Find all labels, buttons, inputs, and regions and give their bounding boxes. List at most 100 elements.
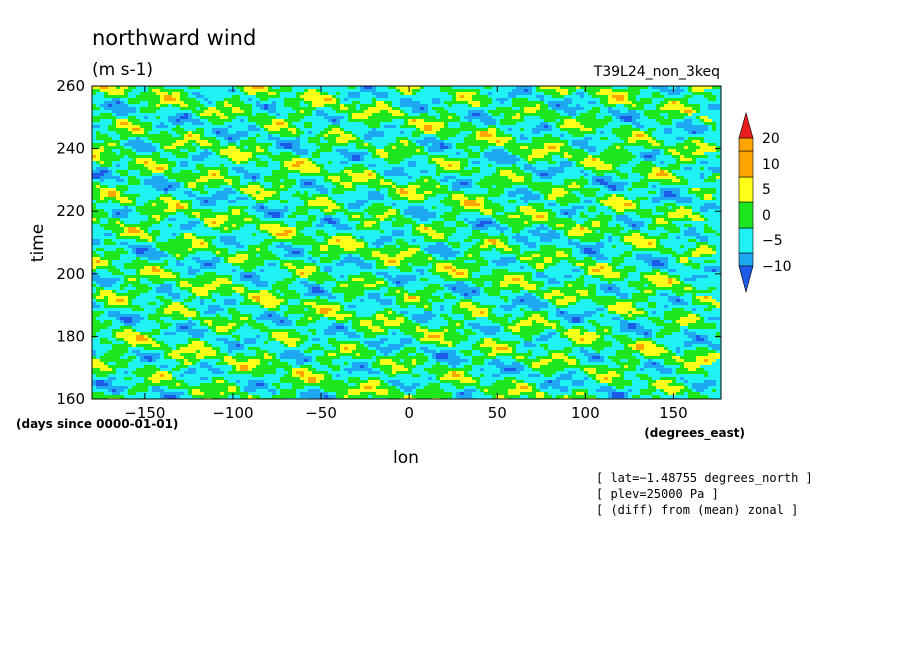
heatmap-cell: [420, 296, 440, 299]
heatmap-cell: [328, 296, 336, 299]
heatmap-cell: [504, 209, 516, 212]
heatmap-cell: [616, 245, 632, 248]
heatmap-cell: [440, 146, 448, 149]
heatmap-cell: [272, 170, 300, 173]
heatmap-cell: [344, 248, 356, 251]
heatmap-cell: [440, 173, 460, 176]
heatmap-cell: [628, 284, 644, 287]
heatmap-cell: [308, 329, 316, 332]
heatmap-cell: [648, 176, 676, 179]
heatmap-cell: [600, 353, 616, 356]
heatmap-cell: [580, 200, 584, 203]
heatmap-cell: [180, 275, 196, 278]
heatmap-cell: [432, 221, 444, 224]
heatmap-cell: [204, 218, 228, 221]
heatmap-cell: [456, 281, 464, 284]
heatmap-cell: [428, 356, 432, 359]
heatmap-cell: [528, 185, 568, 188]
heatmap-cell: [684, 350, 716, 353]
heatmap-cell: [512, 230, 520, 233]
heatmap-cell: [232, 314, 252, 317]
heatmap-cell: [632, 122, 640, 125]
heatmap-cell: [472, 224, 476, 227]
heatmap-cell: [640, 113, 644, 116]
heatmap-cell: [472, 185, 480, 188]
heatmap-cell: [104, 239, 112, 242]
heatmap-cell: [204, 164, 220, 167]
heatmap-cell: [372, 137, 396, 140]
heatmap-cell: [632, 152, 640, 155]
heatmap-cell: [580, 359, 588, 362]
heatmap-cell: [176, 212, 184, 215]
heatmap-cell: [460, 242, 476, 245]
heatmap-cell: [232, 158, 248, 161]
heatmap-cell: [712, 347, 720, 350]
heatmap-cell: [332, 374, 336, 377]
heatmap-cell: [100, 254, 104, 257]
heatmap-cell: [492, 134, 496, 137]
heatmap-cell: [100, 158, 120, 161]
heatmap-cell: [592, 137, 600, 140]
heatmap-cell: [572, 263, 576, 266]
heatmap-cell: [616, 353, 632, 356]
heatmap-cell: [632, 347, 636, 350]
heatmap-cell: [184, 257, 192, 260]
heatmap-cell: [584, 320, 588, 323]
heatmap-cell: [520, 107, 524, 110]
heatmap-cell: [584, 107, 592, 110]
heatmap-cell: [436, 131, 460, 134]
heatmap-cell: [592, 323, 600, 326]
heatmap-cell: [92, 197, 100, 200]
heatmap-cell: [308, 212, 324, 215]
heatmap-cell: [608, 110, 620, 113]
heatmap-cell: [484, 212, 492, 215]
heatmap-cell: [164, 356, 172, 359]
heatmap-cell: [604, 305, 608, 308]
heatmap-cell: [396, 212, 400, 215]
heatmap-cell: [128, 206, 136, 209]
heatmap-cell: [100, 275, 124, 278]
heatmap-cell: [480, 254, 516, 257]
heatmap-cell: [648, 278, 668, 281]
heatmap-cell: [600, 221, 608, 224]
heatmap-cell: [684, 104, 700, 107]
heatmap-cell: [660, 200, 676, 203]
heatmap-cell: [544, 203, 548, 206]
heatmap-cell: [100, 368, 112, 371]
heatmap-cell: [264, 356, 272, 359]
heatmap-cell: [256, 197, 264, 200]
heatmap-cell: [228, 362, 260, 365]
heatmap-cell: [92, 311, 104, 314]
heatmap-cell: [156, 287, 172, 290]
heatmap-cell: [560, 212, 564, 215]
heatmap-cell: [304, 254, 312, 257]
heatmap-cell: [124, 146, 132, 149]
heatmap-cell: [584, 368, 596, 371]
heatmap-cell: [500, 296, 508, 299]
heatmap-cell: [224, 179, 232, 182]
heatmap-cell: [112, 209, 132, 212]
heatmap-cell: [216, 350, 220, 353]
heatmap-cell: [124, 143, 152, 146]
heatmap-cell: [524, 194, 540, 197]
heatmap-cell: [164, 311, 172, 314]
heatmap-cell: [612, 287, 620, 290]
heatmap-cell: [288, 317, 300, 320]
heatmap-cell: [512, 98, 528, 101]
heatmap-cell: [252, 314, 260, 317]
heatmap-cell: [304, 314, 324, 317]
heatmap-cell: [632, 314, 648, 317]
heatmap-cell: [496, 263, 508, 266]
heatmap-cell: [240, 107, 252, 110]
heatmap-cell: [280, 290, 296, 293]
heatmap-cell: [168, 224, 172, 227]
heatmap-cell: [140, 194, 160, 197]
heatmap-cell: [316, 215, 324, 218]
heatmap-cell: [404, 215, 412, 218]
heatmap-cell: [692, 86, 712, 89]
heatmap-cell: [336, 98, 340, 101]
heatmap-cell: [472, 281, 484, 284]
heatmap-cell: [376, 239, 392, 242]
heatmap-cell: [716, 155, 720, 158]
heatmap-cell: [520, 308, 524, 311]
